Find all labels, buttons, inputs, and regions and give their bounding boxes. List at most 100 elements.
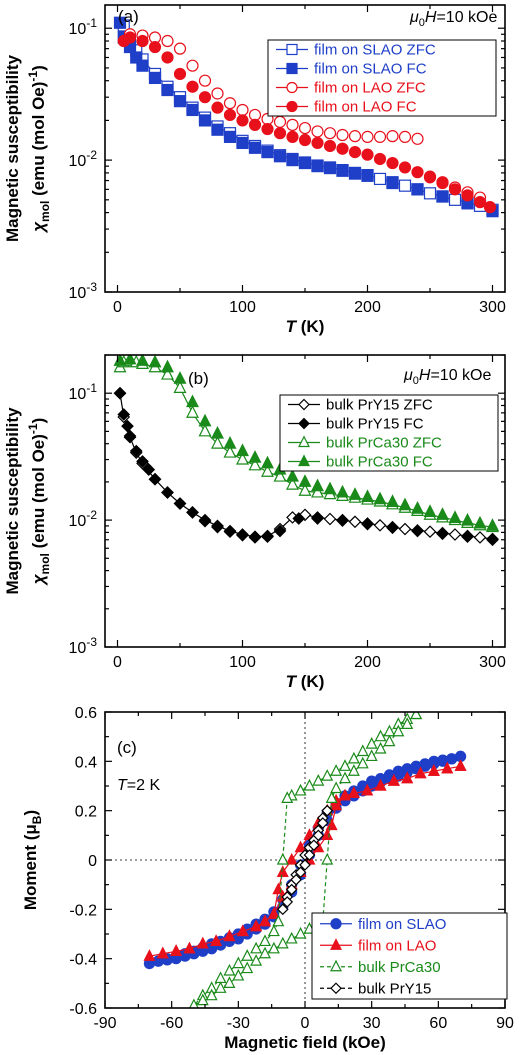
legend-label: bulk PrY15 — [358, 980, 431, 997]
triangle-marker — [323, 481, 337, 495]
triangle-marker — [298, 474, 312, 487]
diamond-marker — [436, 527, 449, 541]
x-tick-label: 30 — [363, 1015, 381, 1032]
circle-marker — [461, 189, 474, 202]
circle-marker — [336, 142, 349, 155]
triangle-marker — [189, 998, 199, 1008]
triangle-marker — [414, 766, 427, 779]
circle-marker — [373, 130, 387, 143]
circle-marker — [323, 139, 337, 153]
triangle-marker — [173, 380, 187, 393]
diamond-marker — [121, 419, 134, 433]
square-marker — [248, 141, 262, 154]
triangle-marker — [441, 761, 454, 774]
triangle-marker — [436, 507, 449, 520]
triangle-marker — [161, 359, 174, 373]
triangle-marker — [330, 764, 343, 776]
panel-label: (a) — [118, 7, 139, 26]
y-tick-label: 0 — [88, 853, 97, 870]
x-tick-label: 0 — [301, 1015, 310, 1032]
triangle-marker — [236, 924, 249, 937]
diamond-marker — [348, 515, 362, 529]
x-tick-label: 60 — [429, 1015, 447, 1032]
diamond-marker — [299, 859, 311, 871]
triangle-marker — [250, 954, 263, 966]
x-tick-label: 0 — [113, 654, 122, 671]
square-marker — [436, 190, 449, 203]
diamond-marker — [148, 472, 162, 486]
diamond-marker — [223, 525, 237, 539]
triangle-marker — [223, 929, 236, 942]
triangle-marker — [286, 469, 299, 482]
circle-marker — [473, 196, 487, 209]
triangle-marker — [272, 914, 285, 927]
triangle-marker — [398, 497, 412, 511]
triangle-marker — [143, 949, 156, 961]
circle-marker — [198, 91, 212, 104]
circle-marker — [273, 127, 287, 140]
diamond-marker — [136, 455, 149, 468]
diamond-marker — [142, 463, 156, 476]
triangle-marker — [361, 783, 374, 796]
diamond-marker — [298, 417, 310, 430]
diamond-marker — [312, 829, 325, 842]
y-tick-label: 10-3 — [69, 635, 98, 657]
legend: bulk PrY15 ZFC bulk PrY15 FC bulk PrCa30 Z… — [279, 394, 499, 472]
triangle-marker — [347, 751, 360, 764]
diamond-marker — [211, 520, 224, 534]
square-marker — [211, 123, 224, 136]
triangle-marker — [250, 919, 263, 932]
triangle-marker — [373, 491, 387, 505]
diamond-marker — [161, 486, 174, 499]
diamond-marker — [411, 524, 424, 538]
y-tick-label: 10-2 — [69, 508, 98, 530]
triangle-marker — [330, 938, 342, 950]
triangle-marker — [223, 436, 237, 449]
diamond-marker — [298, 398, 310, 411]
triangle-marker — [321, 769, 334, 781]
triangle-marker — [196, 936, 209, 949]
square-marker — [286, 154, 299, 167]
legend-box — [279, 394, 499, 472]
series-film-on-slao — [143, 750, 467, 970]
y-tick-label: 0.6 — [75, 705, 97, 722]
x-tick-label: -30 — [227, 1015, 250, 1032]
triangle-marker — [330, 959, 342, 972]
triangle-marker — [365, 736, 378, 749]
triangle-marker — [312, 773, 325, 786]
series-film-on-lao — [143, 759, 467, 961]
triangle-marker — [339, 759, 351, 771]
diamond-marker — [261, 530, 274, 544]
triangle-marker — [356, 756, 369, 769]
circle-marker — [286, 118, 299, 131]
triangle-marker — [356, 744, 369, 757]
panel-2: 0 100 200 300 10-1 10-2 10-3 T (K) Magnetic susc… — [3, 354, 506, 691]
triangle-marker — [223, 963, 236, 976]
diamond-marker — [273, 524, 287, 538]
circle-marker — [423, 171, 437, 184]
diamond-marker — [281, 896, 294, 908]
triangle-marker — [461, 513, 474, 526]
x-axis-title: Magnetic field (kOe) — [224, 1033, 386, 1052]
triangle-marker — [298, 435, 310, 448]
triangle-marker — [294, 840, 307, 853]
triangle-marker — [386, 494, 399, 507]
triangle-marker — [223, 445, 237, 458]
plot-area — [113, 355, 499, 547]
triangle-marker — [273, 469, 287, 482]
circle-marker — [386, 130, 399, 143]
legend-label: film on LAO ZFC — [314, 80, 426, 97]
square-marker — [148, 71, 162, 85]
triangle-marker — [186, 394, 199, 408]
diamond-marker — [117, 408, 131, 421]
circle-marker — [323, 127, 337, 140]
triangle-marker — [276, 865, 289, 877]
triangle-marker — [410, 712, 423, 720]
field-annotation: μ0H=10 kOe — [403, 367, 491, 387]
triangle-marker — [321, 852, 334, 865]
x-axis-title: T (K) — [286, 317, 325, 336]
diamond-marker — [423, 525, 437, 539]
circle-marker — [286, 100, 298, 113]
y-tick-label: 10-2 — [69, 148, 98, 170]
diamond-marker — [330, 982, 342, 995]
